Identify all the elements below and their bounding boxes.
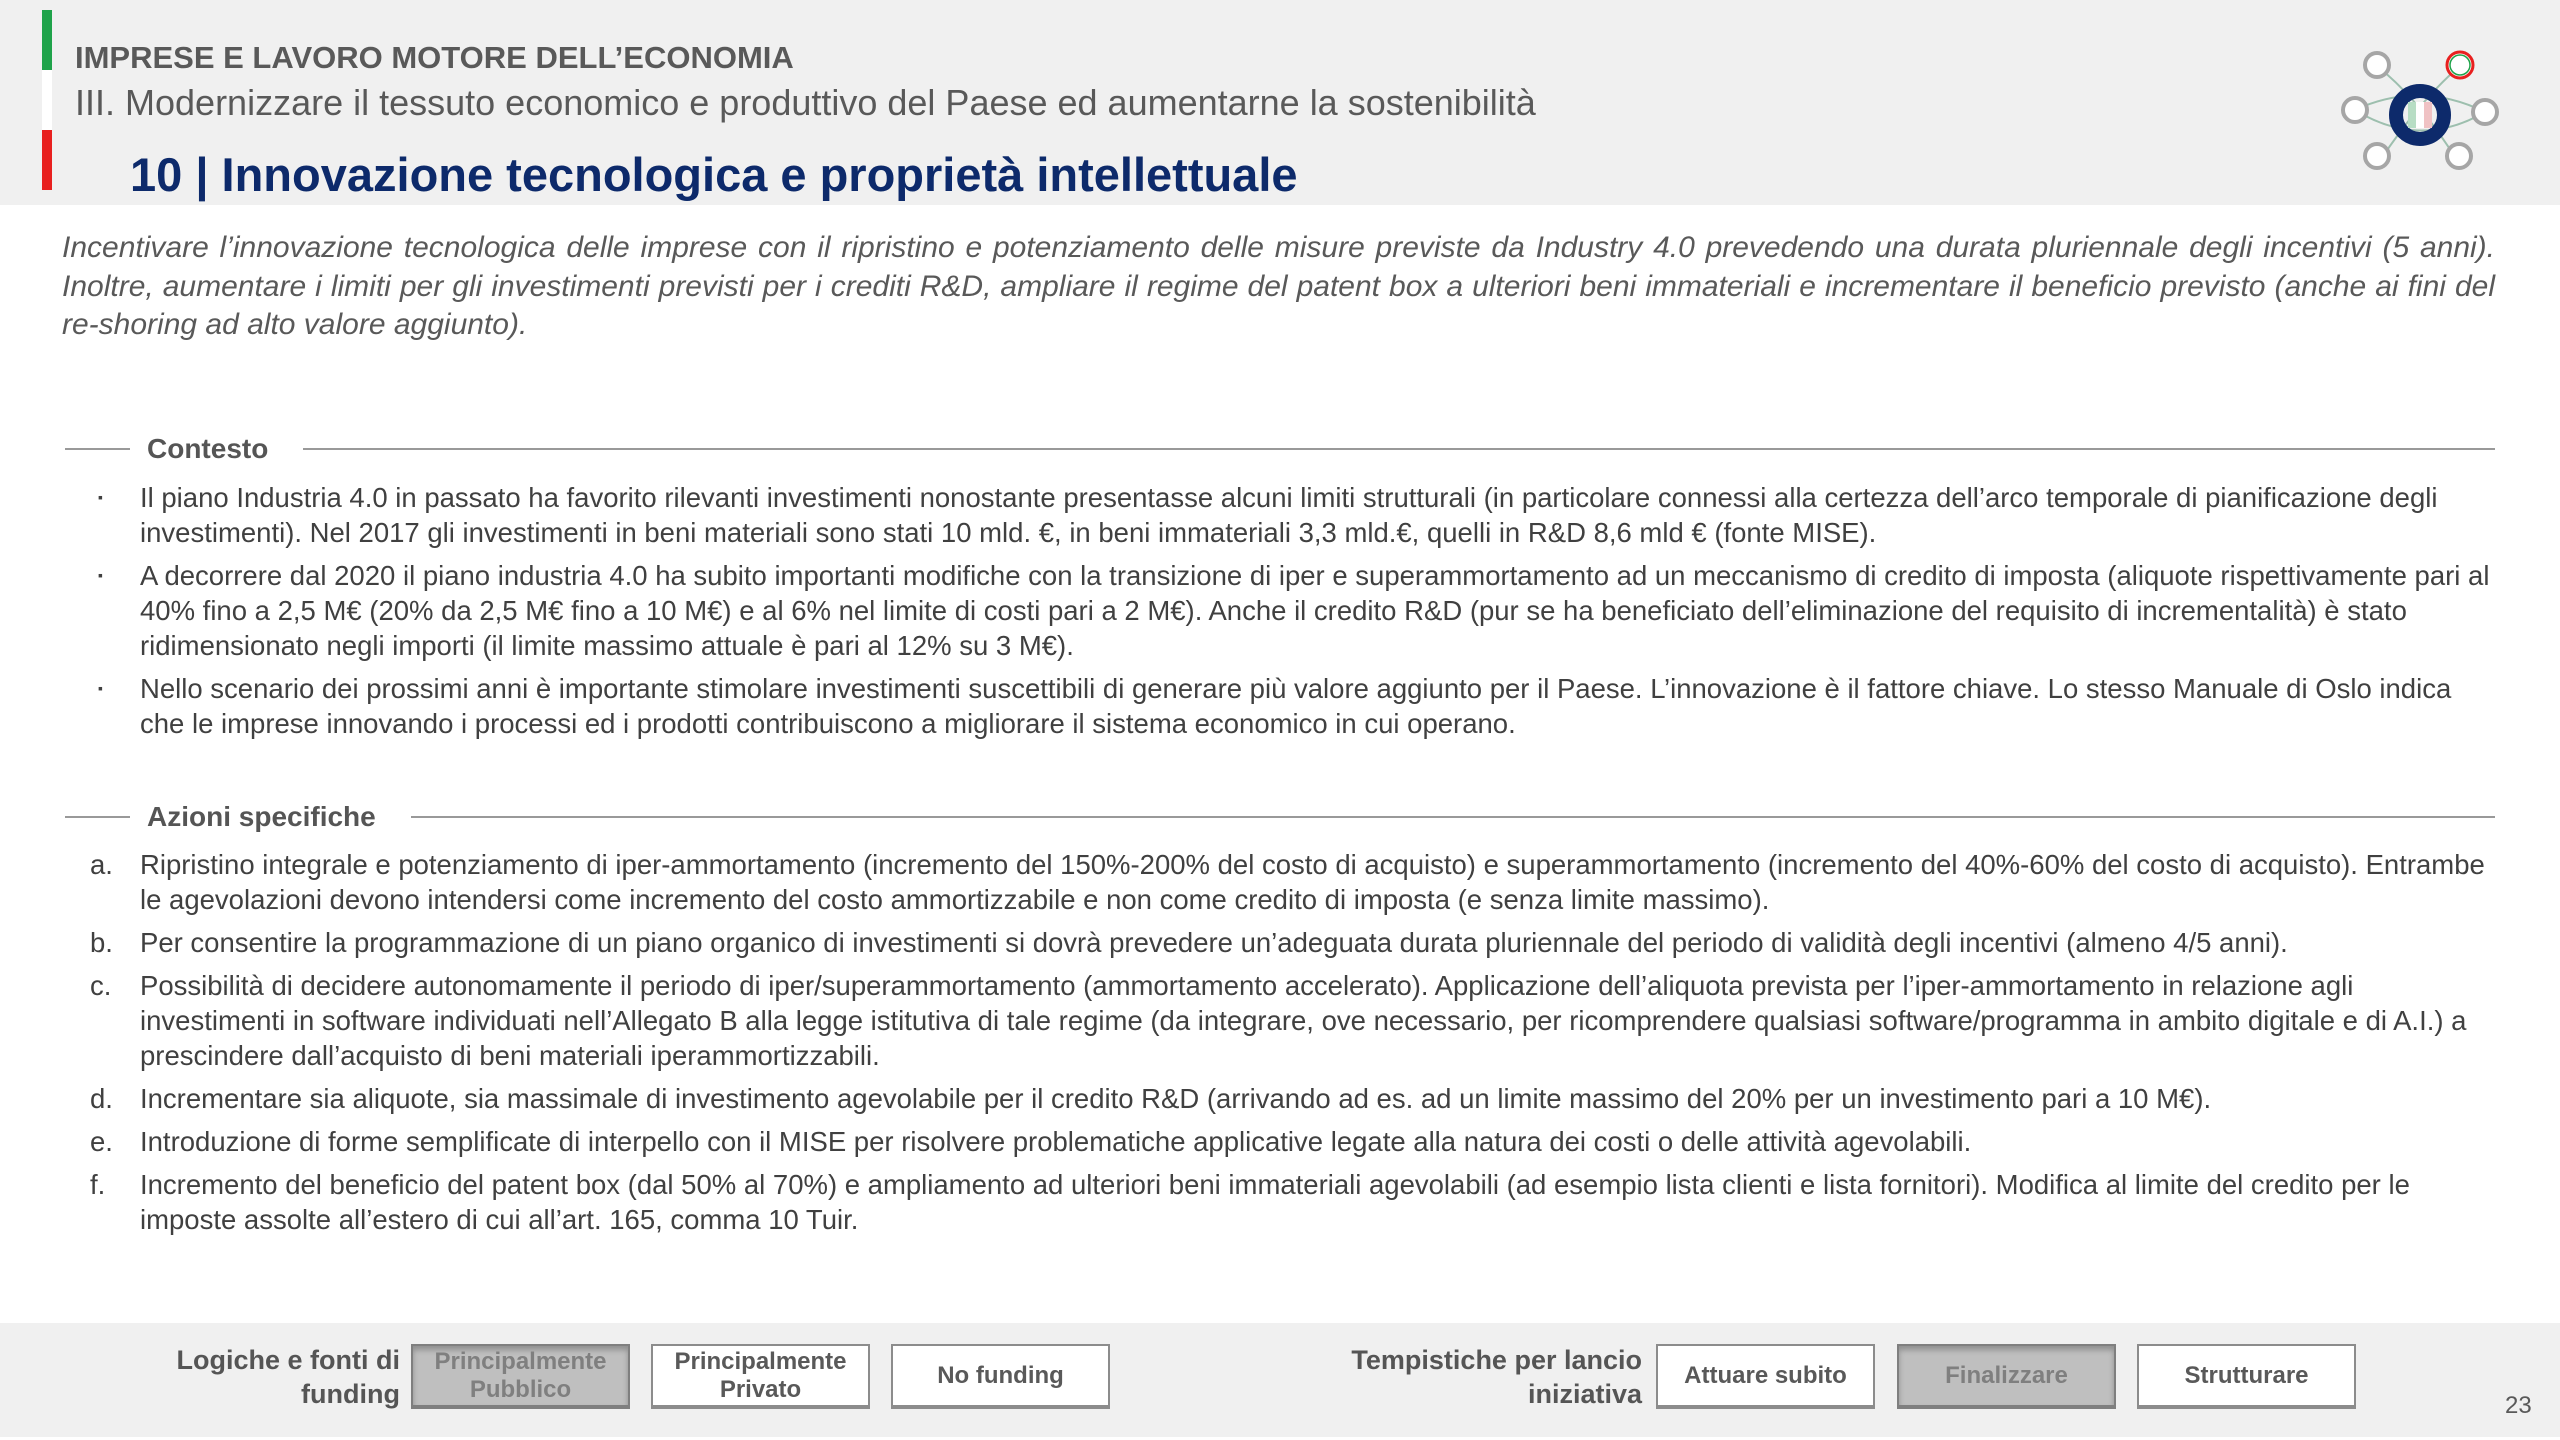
flag-green-bar bbox=[42, 10, 52, 70]
azioni-list: a. Ripristino integrale e potenziamento d… bbox=[90, 847, 2490, 1245]
bullet-icon: ▪ bbox=[98, 680, 103, 696]
bullet-icon: ▪ bbox=[98, 567, 103, 583]
divider bbox=[65, 816, 130, 818]
timing-option-strutturare[interactable]: Strutturare bbox=[2137, 1344, 2356, 1409]
list-item: a. Ripristino integrale e potenziamento d… bbox=[90, 847, 2490, 917]
timing-option-finalizzare[interactable]: Finalizzare bbox=[1897, 1344, 2116, 1409]
list-item: d. Incrementare sia aliquote, sia massima… bbox=[90, 1081, 2490, 1116]
subsection-title: III. Modernizzare il tessuto economico e… bbox=[75, 82, 1536, 123]
azioni-label: Azioni specifiche bbox=[147, 801, 376, 832]
contesto-label: Contesto bbox=[147, 433, 269, 464]
divider bbox=[65, 448, 130, 450]
list-item-text: A decorrere dal 2020 il piano industria … bbox=[140, 560, 2490, 661]
funding-label: Logiche e fonti di funding bbox=[176, 1345, 401, 1409]
intro-text: Incentivare l’innovazione tecnologica de… bbox=[62, 231, 2495, 341]
page-title: 10 | Innovazione tecnologica e proprietà… bbox=[130, 148, 1298, 201]
funding-option-no-funding[interactable]: No funding bbox=[891, 1344, 1110, 1409]
list-item-text: Possibilità di decidere autonomamente il… bbox=[140, 970, 2467, 1071]
list-item-text: Incremento del beneficio del patent box … bbox=[140, 1169, 2410, 1235]
header: IMPRESE E LAVORO MOTORE DELL’ECONOMIA II… bbox=[0, 0, 2560, 205]
list-item-text: Incrementare sia aliquote, sia massimale… bbox=[140, 1083, 2212, 1114]
item-marker: c. bbox=[90, 970, 112, 1001]
contesto-heading: Contesto bbox=[65, 431, 2495, 467]
contesto-list: ▪ Il piano Industria 4.0 in passato ha fa… bbox=[90, 480, 2490, 749]
item-marker: f. bbox=[90, 1169, 106, 1200]
timing-label: Tempistiche per lancio iniziativa bbox=[1351, 1345, 1642, 1409]
list-item: ▪ Nello scenario dei prossimi anni è impo… bbox=[90, 671, 2490, 741]
item-marker: b. bbox=[90, 927, 113, 958]
list-item: ▪ A decorrere dal 2020 il piano industria… bbox=[90, 558, 2490, 663]
list-item-text: Il piano Industria 4.0 in passato ha fav… bbox=[140, 482, 2438, 548]
list-item: f. Incremento del beneficio del patent bo… bbox=[90, 1167, 2490, 1237]
factory-network-logo-icon bbox=[2341, 50, 2499, 170]
flag-red-bar bbox=[42, 130, 52, 190]
list-item-text: Introduzione di forme semplificate di in… bbox=[140, 1126, 1972, 1157]
divider bbox=[410, 816, 2495, 818]
list-item-text: Ripristino integrale e potenziamento di … bbox=[140, 849, 2485, 915]
item-marker: e. bbox=[90, 1126, 113, 1157]
list-item-text: Nello scenario dei prossimi anni è impor… bbox=[140, 673, 2452, 739]
list-item: ▪ Il piano Industria 4.0 in passato ha fa… bbox=[90, 480, 2490, 550]
list-item: c. Possibilità di decidere autonomamente … bbox=[90, 968, 2490, 1073]
timing-option-attuare-subito[interactable]: Attuare subito bbox=[1656, 1344, 1875, 1409]
azioni-heading: Azioni specifiche bbox=[65, 799, 2495, 835]
funding-option-privato[interactable]: Principalmente Privato bbox=[651, 1344, 870, 1409]
funding-option-pubblico[interactable]: Principalmente Pubblico bbox=[411, 1344, 630, 1409]
bullet-icon: ▪ bbox=[98, 489, 103, 505]
divider bbox=[303, 448, 2495, 450]
item-marker: d. bbox=[90, 1083, 113, 1114]
page-number: 23 bbox=[2505, 1392, 2532, 1419]
list-item: e. Introduzione di forme semplificate di … bbox=[90, 1124, 2490, 1159]
flag-white-bar bbox=[42, 70, 52, 130]
item-marker: a. bbox=[90, 849, 113, 880]
list-item: b. Per consentire la programmazione di un… bbox=[90, 925, 2490, 960]
list-item-text: Per consentire la programmazione di un p… bbox=[140, 927, 2288, 958]
section-title: IMPRESE E LAVORO MOTORE DELL’ECONOMIA bbox=[75, 40, 794, 75]
